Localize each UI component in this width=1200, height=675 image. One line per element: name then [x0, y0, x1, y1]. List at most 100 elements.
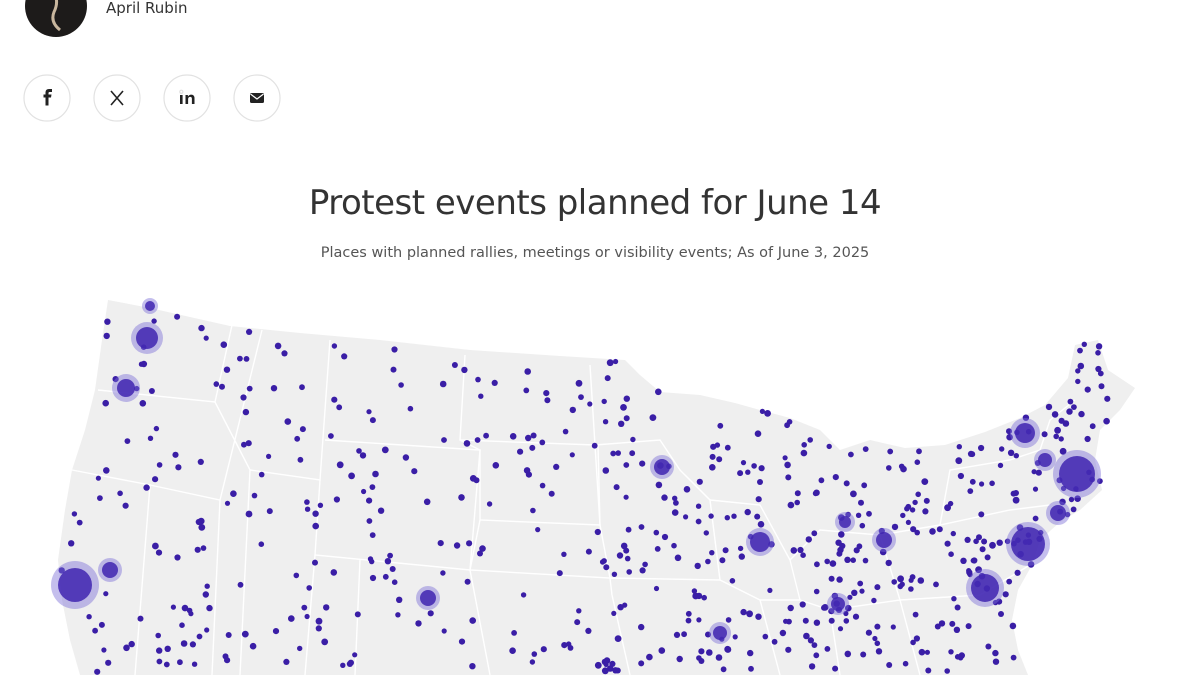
event-dot — [381, 446, 389, 454]
event-dot — [94, 668, 101, 675]
us-landmass — [58, 300, 1135, 675]
event-dot — [407, 405, 414, 412]
event-dot — [1012, 496, 1020, 504]
event-dot — [620, 542, 628, 550]
event-dot — [128, 640, 135, 648]
event-dot — [366, 497, 373, 504]
event-dot — [469, 475, 477, 482]
event-dot — [224, 500, 231, 506]
event-dot — [415, 620, 422, 627]
event-dot — [274, 342, 282, 350]
event-dot — [561, 551, 567, 557]
event-dot — [1095, 343, 1103, 350]
event-dot — [440, 570, 446, 576]
event-dot — [740, 608, 747, 616]
event-dot — [539, 482, 546, 489]
event-dot — [709, 453, 716, 460]
event-dot — [859, 588, 865, 594]
author-avatar[interactable] — [25, 0, 87, 37]
event-dot — [967, 571, 973, 578]
event-dot — [293, 572, 300, 579]
event-dot — [803, 632, 810, 640]
event-dot — [333, 496, 340, 503]
event-dot — [175, 464, 182, 471]
event-dot — [170, 604, 176, 610]
event-dot — [1103, 417, 1110, 425]
event-dot — [1011, 527, 1045, 561]
event-dot — [341, 353, 348, 360]
event-dot — [914, 459, 921, 466]
event-dot — [241, 630, 249, 638]
event-dot — [861, 482, 868, 489]
event-dot — [813, 619, 821, 626]
event-dot — [398, 382, 404, 388]
event-dot — [855, 512, 862, 518]
event-dot — [1097, 370, 1104, 377]
event-dot — [965, 623, 972, 630]
share-email[interactable] — [233, 74, 281, 122]
event-dot — [340, 662, 346, 668]
event-dot — [1064, 511, 1071, 518]
event-dot — [862, 446, 869, 452]
event-dot — [826, 443, 832, 450]
event-dot — [98, 621, 105, 628]
event-dot — [956, 444, 962, 450]
event-dot — [844, 650, 852, 658]
event-dot — [553, 463, 560, 470]
event-dot — [673, 500, 679, 506]
event-dot — [618, 420, 625, 427]
event-dot — [382, 573, 389, 580]
event-dot — [910, 639, 916, 646]
event-dot — [836, 576, 843, 583]
event-dot — [174, 313, 181, 320]
event-dot — [458, 494, 465, 501]
event-dot — [509, 647, 516, 654]
event-dot — [654, 546, 661, 552]
event-dot — [642, 561, 648, 568]
event-dot — [117, 379, 135, 397]
event-dot — [575, 379, 583, 387]
event-dot — [720, 666, 727, 673]
event-dot — [299, 426, 306, 433]
event-dot — [1059, 456, 1095, 492]
event-dot — [695, 592, 703, 600]
event-dot — [191, 661, 198, 667]
event-dot — [672, 495, 678, 501]
share-facebook[interactable] — [23, 74, 71, 122]
event-dot — [58, 567, 65, 574]
event-dot — [223, 366, 231, 373]
share-x[interactable] — [93, 74, 141, 122]
event-dot — [832, 474, 839, 481]
event-dot — [787, 604, 794, 612]
event-dot — [764, 410, 771, 417]
event-dot — [744, 508, 751, 516]
event-dot — [724, 645, 731, 653]
event-dot — [1075, 378, 1081, 385]
event-dot — [1009, 622, 1017, 630]
event-dot — [441, 628, 447, 634]
event-dot — [230, 490, 237, 498]
event-dot — [266, 508, 273, 515]
author-name[interactable]: April Rubin — [106, 0, 188, 17]
event-dot — [876, 532, 892, 548]
event-dot — [423, 498, 431, 506]
event-dot — [658, 647, 666, 654]
event-dot — [767, 587, 773, 594]
event-dot — [1070, 506, 1077, 513]
event-dot — [623, 462, 630, 468]
event-dot — [145, 301, 155, 311]
event-dot — [900, 512, 906, 519]
event-dot — [331, 396, 338, 403]
event-dot — [709, 550, 715, 556]
event-dot — [738, 553, 745, 560]
event-dot — [698, 648, 705, 655]
event-dot — [1059, 498, 1066, 506]
share-linkedin[interactable] — [163, 74, 211, 122]
event-dot — [661, 494, 668, 501]
event-dot — [805, 536, 812, 543]
event-dot — [844, 556, 851, 563]
event-dot — [1084, 386, 1091, 393]
event-dot — [897, 575, 904, 583]
event-dot — [970, 557, 976, 564]
event-dot — [960, 557, 967, 564]
